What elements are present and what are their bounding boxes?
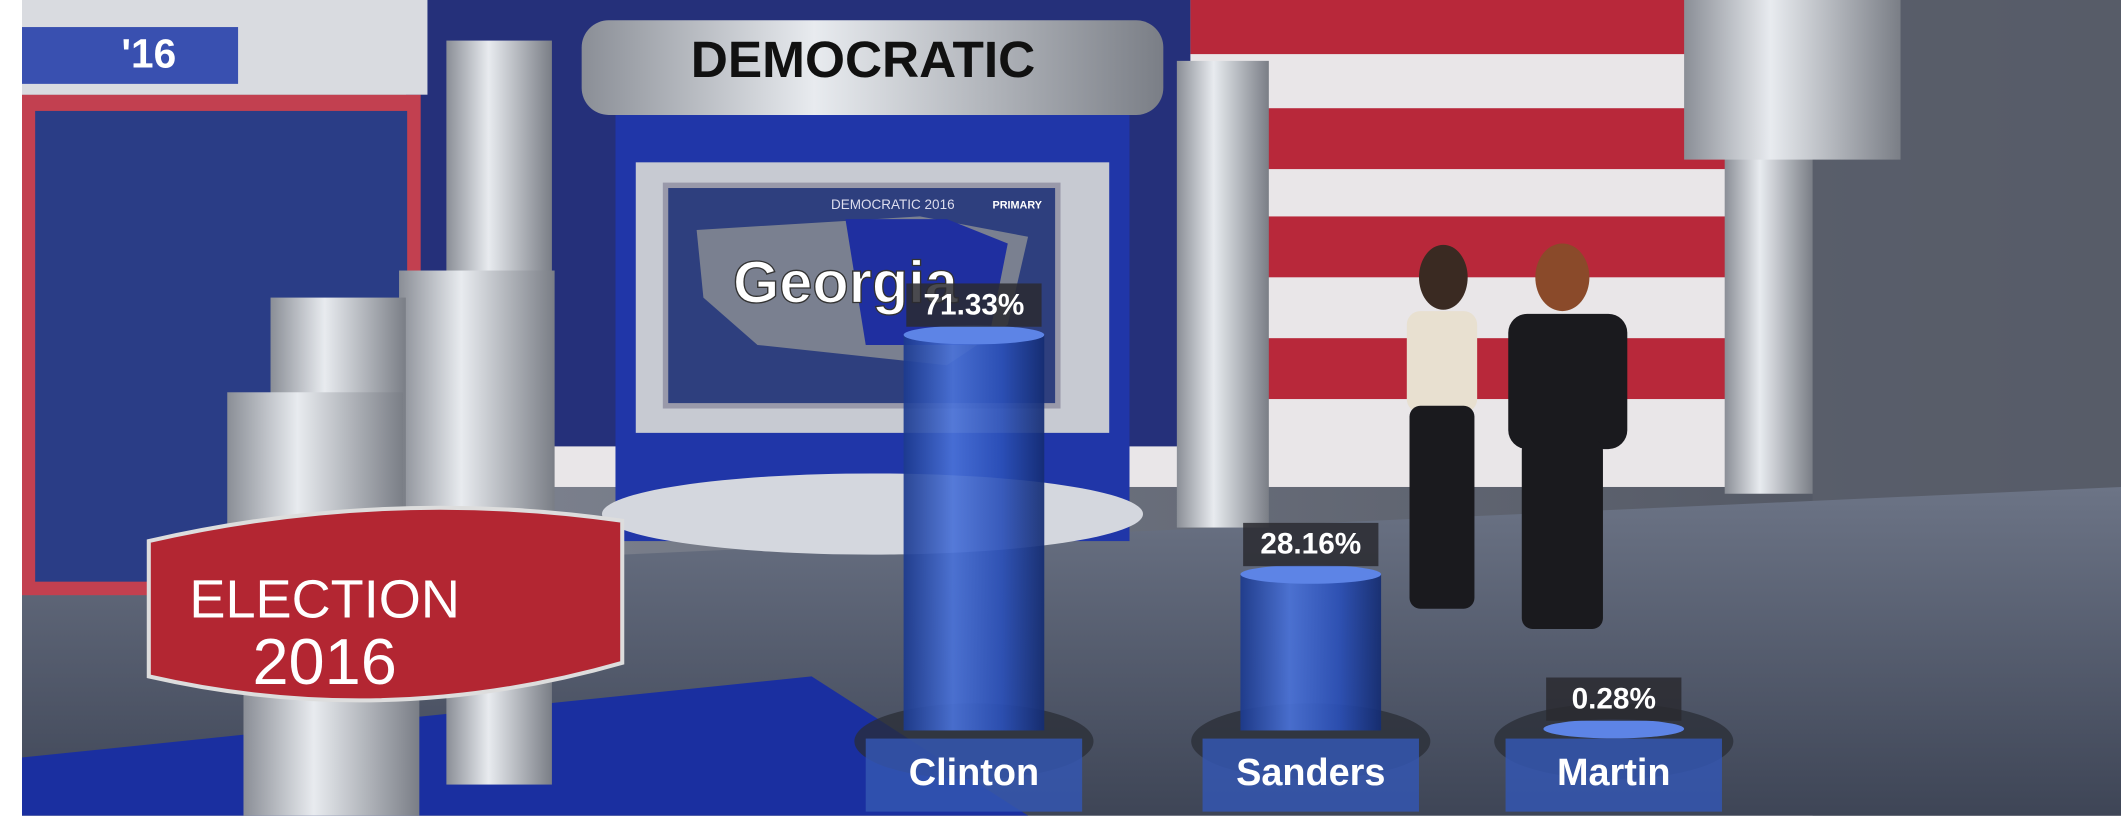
set-base <box>601 473 1144 555</box>
drum <box>399 270 555 528</box>
left-border <box>0 0 22 816</box>
chart: 71.33% Clinton 28.16% Sanders 0.28% Martin <box>854 283 1734 812</box>
presenters <box>1406 243 1628 630</box>
pillar <box>1176 60 1269 528</box>
logo-bottom: 2016 <box>252 625 396 698</box>
category-box <box>1202 738 1419 812</box>
screen-badge: PRIMARY <box>992 199 1042 211</box>
category-label: Sanders <box>1236 752 1385 794</box>
category-box <box>1505 738 1722 812</box>
value-label: 28.16% <box>1260 528 1361 561</box>
set-header-ring <box>581 20 1164 115</box>
stage: DEMOCRATIC DEMOCRATIC 2016 PRIMARY Georg… <box>21 0 2121 816</box>
bar-cap <box>903 325 1045 345</box>
category-label: Martin <box>1557 752 1671 794</box>
bar <box>903 334 1045 731</box>
bar-cap <box>1240 564 1382 584</box>
value-label-box <box>906 283 1042 327</box>
pillar <box>1724 148 1813 494</box>
bar-cap <box>1543 719 1685 739</box>
corner-tag-box <box>21 27 239 84</box>
logo-drum <box>146 505 625 703</box>
bar <box>1240 574 1382 731</box>
logo-top: ELECTION <box>189 570 460 630</box>
pillar-top <box>1684 0 1901 160</box>
value-label: 71.33% <box>923 288 1024 321</box>
value-label-box <box>1546 677 1682 721</box>
screen-title: DEMOCRATIC 2016 <box>831 197 955 212</box>
set-header: DEMOCRATIC <box>691 30 1035 88</box>
category-label: Clinton <box>909 752 1039 794</box>
value-label-box <box>1243 522 1379 567</box>
value-label: 0.28% <box>1572 682 1656 715</box>
corner-tag: '16 <box>121 31 176 77</box>
category-box <box>865 738 1083 812</box>
